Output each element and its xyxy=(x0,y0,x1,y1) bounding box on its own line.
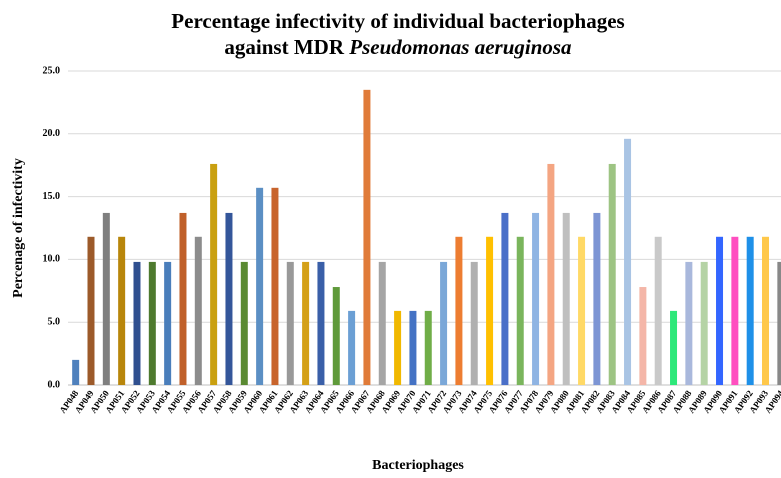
bar xyxy=(87,236,95,385)
bar xyxy=(746,236,754,385)
chart-title: Percentage infectivity of individual bac… xyxy=(171,9,624,33)
bar xyxy=(102,212,110,385)
bar xyxy=(317,261,325,385)
bar xyxy=(409,310,417,385)
chart-title: against MDR Pseudomonas aeruginosa xyxy=(224,35,571,59)
bar xyxy=(394,310,402,385)
bar xyxy=(654,236,662,385)
bar xyxy=(118,236,126,385)
bar xyxy=(501,212,509,385)
bar xyxy=(378,261,386,385)
bar xyxy=(363,89,371,385)
y-tick-label: 10.0 xyxy=(43,254,61,265)
x-axis-label: Bacteriophages xyxy=(372,458,464,473)
bar xyxy=(225,212,233,385)
bar xyxy=(332,287,340,385)
bar xyxy=(455,236,463,385)
y-tick-label: 5.0 xyxy=(48,316,61,327)
bar xyxy=(286,261,294,385)
bar xyxy=(133,261,141,385)
y-axis-label: Percenage of infectivity xyxy=(11,158,26,298)
bar xyxy=(348,310,356,385)
bar xyxy=(532,212,540,385)
bar xyxy=(470,261,478,385)
bar xyxy=(777,261,781,385)
bar xyxy=(148,261,156,385)
bar xyxy=(486,236,494,385)
y-tick-label: 15.0 xyxy=(43,191,61,202)
chart-title-italic: Pseudomonas aeruginosa xyxy=(348,35,571,59)
bar xyxy=(302,261,310,385)
bar xyxy=(731,236,739,385)
bar xyxy=(670,310,678,385)
bar xyxy=(210,163,218,385)
bar xyxy=(578,236,586,385)
bar xyxy=(440,261,448,385)
bar xyxy=(164,261,172,385)
bar xyxy=(639,287,647,385)
bar xyxy=(716,236,724,385)
bar xyxy=(240,261,248,385)
bar xyxy=(593,212,601,385)
bar xyxy=(424,310,432,385)
bar xyxy=(547,163,555,385)
bar xyxy=(608,163,616,385)
bar xyxy=(271,187,279,385)
bar xyxy=(762,236,770,385)
bar xyxy=(194,236,202,385)
bar xyxy=(72,359,80,385)
bar xyxy=(562,212,570,385)
bar xyxy=(624,138,632,385)
bar xyxy=(256,187,264,385)
bar xyxy=(700,261,708,385)
bar xyxy=(516,236,524,385)
y-tick-label: 20.0 xyxy=(43,128,61,139)
bar xyxy=(179,212,187,385)
bar xyxy=(685,261,693,385)
chart-title: against MDR xyxy=(224,35,349,59)
y-tick-label: 0.0 xyxy=(48,379,61,390)
y-tick-label: 25.0 xyxy=(43,65,61,76)
